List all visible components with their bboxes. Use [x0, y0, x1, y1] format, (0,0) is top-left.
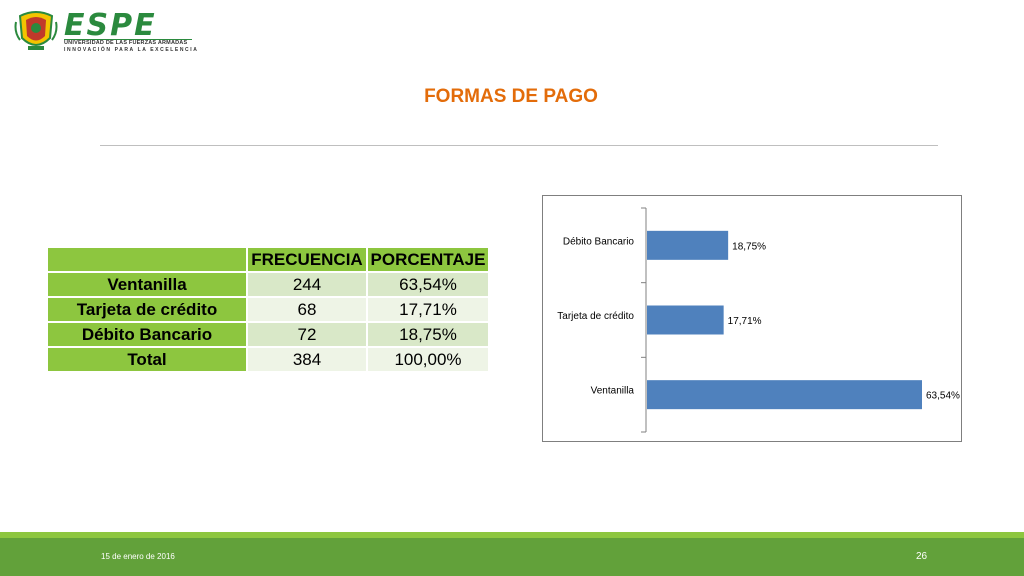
- brand-name: ESPE: [64, 8, 157, 43]
- table-header-blank: [46, 246, 248, 273]
- payment-table: FRECUENCIA PORCENTAJE Ventanilla 244 63,…: [46, 246, 490, 373]
- row-frecuencia: 384: [246, 346, 368, 373]
- bar: [647, 230, 729, 260]
- table-header-porcentaje: PORCENTAJE: [366, 246, 490, 273]
- row-frecuencia: 72: [246, 321, 368, 348]
- row-label: Débito Bancario: [46, 321, 248, 348]
- row-porcentaje: 63,54%: [366, 271, 490, 298]
- row-porcentaje: 17,71%: [366, 296, 490, 323]
- row-porcentaje: 18,75%: [366, 321, 490, 348]
- brand-divider: [64, 39, 192, 40]
- category-tick-label: Tarjeta de crédito: [557, 311, 634, 322]
- bar-chart: Débito Bancario 18,75% Tarjeta de crédito 1…: [542, 195, 962, 442]
- brand-tagline: INNOVACIÓN PARA LA EXCELENCIA: [64, 47, 199, 53]
- table-row: Ventanilla 244 63,54%: [46, 271, 490, 298]
- espe-logo: ESPE UNIVERSIDAD DE LAS FUERZAS ARMADAS …: [14, 8, 197, 53]
- slide-title: FORMAS DE PAGO: [424, 86, 598, 107]
- row-label: Tarjeta de crédito: [46, 296, 248, 323]
- footer-date: 15 de enero de 2016: [101, 552, 175, 561]
- table-header-row: FRECUENCIA PORCENTAJE: [46, 246, 490, 273]
- page-number: 26: [916, 551, 928, 562]
- footer-accent-bar: [0, 532, 1024, 538]
- data-label: 17,71%: [728, 316, 762, 327]
- data-label: 18,75%: [732, 241, 766, 252]
- table-row: Débito Bancario 72 18,75%: [46, 321, 490, 348]
- brand-block: ESPE UNIVERSIDAD DE LAS FUERZAS ARMADAS …: [64, 8, 204, 53]
- bar: [647, 380, 922, 410]
- bar: [647, 305, 724, 335]
- university-seal-icon: [14, 11, 58, 50]
- footer-bar: 15 de enero de 2016 26: [0, 538, 1024, 576]
- row-label: Ventanilla: [46, 271, 248, 298]
- title-divider: [100, 145, 938, 146]
- category-tick-label: Débito Bancario: [563, 236, 635, 247]
- slide-title-container: FORMAS DE PAGO: [0, 86, 1024, 108]
- table-row: Tarjeta de crédito 68 17,71%: [46, 296, 490, 323]
- row-frecuencia: 68: [246, 296, 368, 323]
- data-label: 63,54%: [926, 391, 960, 402]
- row-label: Total: [46, 346, 248, 373]
- table-header-frecuencia: FRECUENCIA: [246, 246, 368, 273]
- row-frecuencia: 244: [246, 271, 368, 298]
- bar-chart-svg: Débito Bancario 18,75% Tarjeta de crédito 1…: [557, 207, 960, 433]
- row-porcentaje: 100,00%: [366, 346, 490, 373]
- category-tick-label: Ventanilla: [591, 386, 635, 397]
- brand-subtitle: UNIVERSIDAD DE LAS FUERZAS ARMADAS: [64, 40, 188, 46]
- table-row-total: Total 384 100,00%: [46, 346, 490, 373]
